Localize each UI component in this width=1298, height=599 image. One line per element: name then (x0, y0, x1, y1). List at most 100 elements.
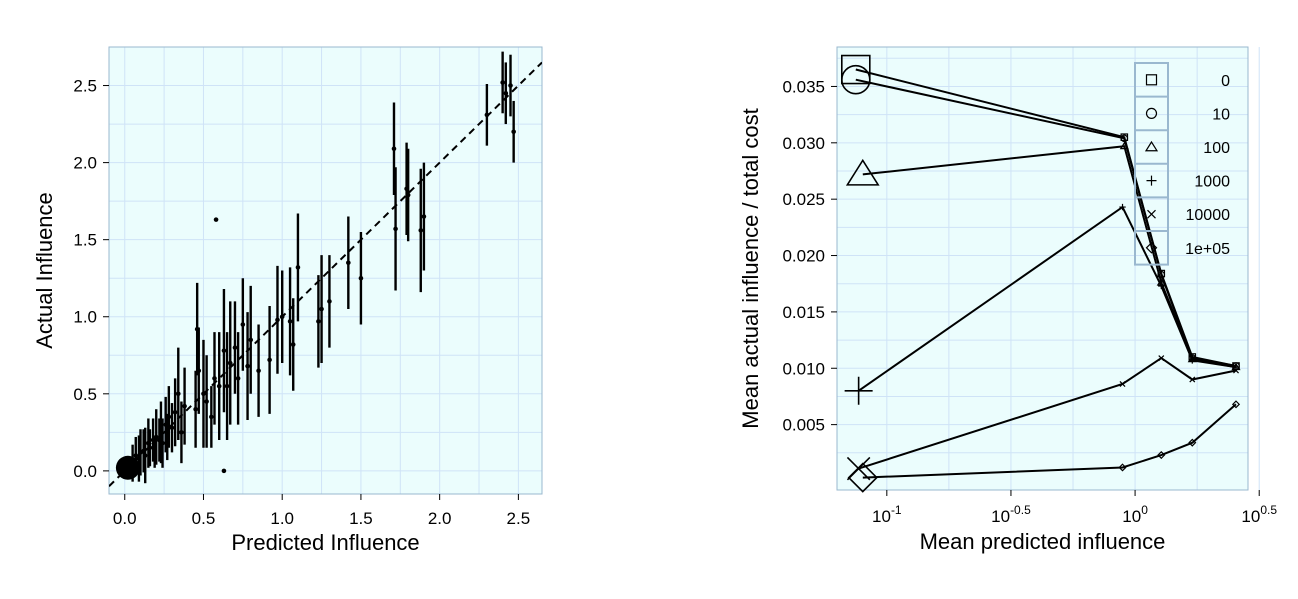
data-point (232, 345, 238, 350)
y-axis-title: Actual Influence (32, 192, 57, 349)
legend-label: 10000 (1186, 207, 1231, 224)
x-tick-label: 1.0 (270, 509, 294, 528)
data-point (193, 406, 198, 412)
legend-marker-circle (1145, 107, 1158, 120)
series-point (840, 54, 871, 85)
series-point (1119, 381, 1126, 388)
data-point (160, 440, 165, 446)
data-point (133, 453, 139, 458)
plot-background (837, 47, 1248, 490)
series-point (1232, 363, 1240, 371)
x-tick-label: 1.5 (349, 509, 373, 528)
series-point (1158, 282, 1165, 290)
y-tick-label: 0.015 (782, 303, 825, 322)
data-point (319, 306, 324, 312)
data-point (213, 217, 219, 222)
data-point (179, 430, 184, 435)
legend-marker-square (1145, 74, 1158, 86)
y-tick-label: 1.0 (73, 308, 97, 327)
data-point (221, 348, 227, 353)
series-point (840, 64, 871, 95)
data-point (227, 360, 233, 366)
y-tick-label: 1.5 (73, 231, 97, 250)
legend-label: 1000 (1194, 174, 1230, 191)
data-point (391, 146, 397, 152)
data-point (147, 445, 153, 451)
data-point (256, 368, 261, 373)
grid (837, 47, 1260, 490)
data-point (235, 376, 241, 381)
plot-frame (836, 46, 1249, 491)
series-point (1189, 357, 1196, 364)
data-point (393, 226, 398, 232)
series-point (845, 158, 880, 186)
data-point (327, 299, 332, 304)
y-tick-label: 0.0 (73, 462, 97, 481)
y-tick-label: 0.010 (782, 359, 825, 378)
legend-marker-diamond (1145, 241, 1158, 254)
x-tick-label: 10-0.5 (991, 503, 1031, 526)
x-tick-label: 10-1 (872, 503, 902, 526)
data-point (196, 368, 202, 373)
data-point (484, 112, 490, 118)
series-point (1157, 451, 1166, 460)
data-point (267, 357, 272, 363)
legend-label: 10 (1212, 106, 1230, 123)
series-point (1118, 463, 1127, 472)
data-point (182, 403, 187, 409)
data-point (295, 265, 301, 270)
data-point (503, 90, 509, 96)
data-point (204, 399, 209, 404)
legend-marker-x (1147, 209, 1156, 219)
data-point (221, 468, 227, 474)
x-tick-label: 100.5 (1241, 503, 1277, 526)
legend: 0 10 100 1000 10000 1e+05 (1134, 62, 1231, 266)
large-point-marker (115, 455, 140, 480)
series-point (1119, 141, 1129, 150)
data-point (421, 214, 427, 219)
legend-marker-triangle (1144, 140, 1159, 152)
series-diamond (847, 400, 1241, 493)
legend-label: 100 (1203, 140, 1230, 157)
x-tick-label: 2.5 (507, 509, 531, 528)
data-point (224, 383, 230, 389)
legend-marker-plus (1146, 175, 1157, 186)
y-tick-label: 0.025 (782, 190, 825, 209)
data-point (209, 414, 214, 420)
series-point (847, 462, 878, 493)
plot-area (109, 51, 542, 488)
data-point (240, 322, 246, 327)
y-tick-label: 0.020 (782, 247, 825, 266)
legend-label: 1e+05 (1185, 241, 1230, 258)
series-point (1158, 355, 1165, 362)
data-point (275, 317, 280, 323)
data-point (279, 314, 285, 320)
plot-frame (108, 46, 543, 495)
right-line-chart: 0 10 100 1000 10000 1e+05 0.005 0.010 0.015 0.020… (738, 46, 1277, 554)
x-tick-label: 2.0 (428, 509, 452, 528)
series-line (862, 403, 1237, 479)
y-tick-label: 0.030 (782, 134, 825, 153)
data-point (287, 319, 293, 324)
data-point (358, 275, 364, 281)
data-point (142, 453, 148, 458)
series-point (1120, 134, 1129, 143)
data-point (169, 425, 175, 431)
series-point (1157, 270, 1166, 279)
series-circle (840, 64, 1240, 370)
data-point (172, 410, 178, 415)
y-tick-label: 0.005 (782, 416, 825, 435)
data-point (166, 414, 172, 420)
data-point (511, 129, 516, 135)
x-tick-label: 0.0 (113, 509, 137, 528)
data-point (216, 383, 222, 389)
y-tick-label: 2.0 (73, 154, 97, 173)
x-axis-title: Predicted Influence (231, 530, 419, 555)
series-point (1233, 367, 1239, 374)
x-tick-label: 0.5 (192, 509, 216, 528)
y-tick-label: 0.035 (782, 77, 825, 96)
y-axis-title: Mean actual influence / total cost (738, 108, 763, 428)
data-point (212, 376, 217, 381)
series-point (1119, 203, 1126, 211)
